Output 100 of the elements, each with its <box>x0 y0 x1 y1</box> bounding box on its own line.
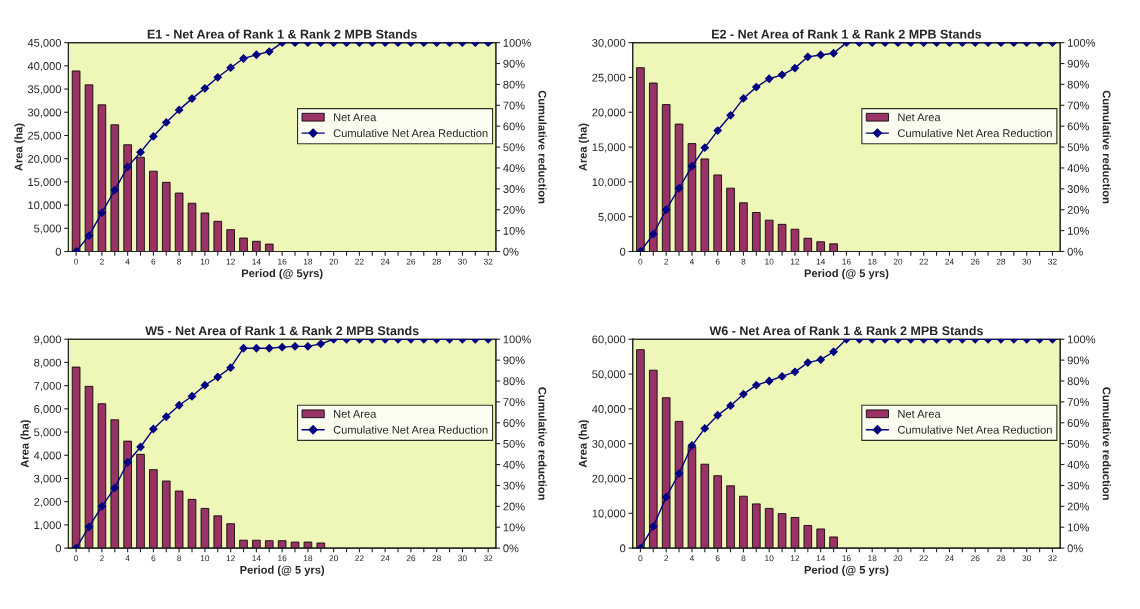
y2-tick-label: 0% <box>503 247 519 256</box>
bar <box>649 369 658 549</box>
y-tick-label: 60,000 <box>592 335 626 345</box>
bar <box>790 228 800 252</box>
bar <box>97 403 107 549</box>
point <box>162 118 171 127</box>
y2-tick-label: 30% <box>503 185 525 193</box>
point <box>97 208 107 217</box>
y2-tick-label: 60% <box>1067 419 1089 427</box>
y-axis-title: Area (ha) <box>20 420 31 468</box>
point <box>175 401 184 410</box>
bar <box>187 202 197 252</box>
point <box>239 54 248 63</box>
x-tick-label: 16 <box>278 555 287 562</box>
y2-tick-label: 10% <box>503 523 525 532</box>
point <box>726 401 735 410</box>
x-tick-label: 2 <box>99 555 104 562</box>
bar <box>713 174 722 252</box>
bar <box>200 507 210 549</box>
bar <box>752 212 761 252</box>
x-tick-label: 8 <box>741 258 746 265</box>
x-tick-label: 4 <box>125 258 130 265</box>
bar <box>303 541 313 549</box>
y2-tick-label: 30% <box>1067 481 1089 490</box>
y2-tick-label: 20% <box>503 502 525 511</box>
line-series <box>71 42 493 252</box>
y-tick-label: 40,000 <box>592 405 626 415</box>
point <box>175 105 184 115</box>
x-tick-label: 10 <box>200 555 210 562</box>
bar <box>187 498 197 549</box>
y2-tick-label: 60% <box>1067 122 1089 131</box>
x-tick-label: 28 <box>432 258 441 265</box>
x-tick-label: 0 <box>638 555 643 562</box>
y2-tick-label: 0% <box>503 544 519 553</box>
point <box>252 344 261 353</box>
x-tick-label: 26 <box>971 555 980 562</box>
bar <box>136 453 145 549</box>
bar <box>764 507 774 549</box>
y-tick-label: 15,000 <box>592 143 626 153</box>
x-tick-label: 4 <box>125 555 130 562</box>
y-tick-label: 25,000 <box>28 131 62 141</box>
x-tick-label: 18 <box>303 258 313 265</box>
point <box>290 342 300 351</box>
x-tick-label: 14 <box>816 555 826 562</box>
point <box>213 372 222 382</box>
y-axis-title: Area (ha) <box>578 123 589 171</box>
point <box>816 355 825 364</box>
legend-label: Cumulative Net Area Reduction <box>897 128 1052 138</box>
bar <box>213 515 223 549</box>
y-tick-label: 30,000 <box>592 439 626 450</box>
y-tick-label: 30,000 <box>592 38 626 49</box>
point <box>213 73 222 82</box>
y-tick-label: 2,000 <box>34 497 62 508</box>
line-series <box>71 339 493 549</box>
x-tick-label: 2 <box>664 258 669 265</box>
x-tick-label: 8 <box>741 555 746 562</box>
point <box>687 162 697 171</box>
point <box>97 502 107 511</box>
bar <box>661 104 671 252</box>
point <box>187 94 197 103</box>
point <box>713 411 722 420</box>
point <box>252 50 261 59</box>
bar <box>123 440 132 549</box>
y-axis-title: Area (ha) <box>578 420 589 468</box>
y-tick-label: 5,000 <box>34 428 62 438</box>
point <box>226 363 235 372</box>
point <box>816 50 825 60</box>
point <box>123 162 132 172</box>
y-tick-label: 9,000 <box>34 335 62 345</box>
bar <box>200 212 210 252</box>
point <box>752 82 761 92</box>
y2-tick-label: 90% <box>1067 59 1089 68</box>
y-tick-label: 25,000 <box>592 73 626 83</box>
point <box>829 347 838 356</box>
point <box>136 148 145 157</box>
y2-axis-title: Cumulative reduction <box>1102 90 1111 204</box>
x-tick-label: 28 <box>432 555 441 562</box>
point <box>84 231 94 240</box>
x-tick-label: 18 <box>868 555 877 562</box>
y-tick-label: 4,000 <box>33 451 62 461</box>
bar <box>226 523 235 549</box>
y-tick-label: 5,000 <box>34 224 62 234</box>
bar <box>649 82 658 252</box>
bar <box>149 170 158 252</box>
legend-label: Net Area <box>334 410 377 418</box>
y2-tick-label: 50% <box>503 439 525 448</box>
y2-tick-label: 40% <box>503 164 525 173</box>
x-tick-label: 22 <box>355 555 364 562</box>
chart-title: W6 - Net Area of Rank 1 & Rank 2 MPB Stands <box>709 326 983 336</box>
x-tick-label: 12 <box>226 258 235 265</box>
y-tick-label: 20,000 <box>28 154 62 165</box>
bar <box>661 397 671 549</box>
x-tick-label: 22 <box>355 258 364 265</box>
point <box>674 184 684 193</box>
x-tick-label: 8 <box>177 555 182 562</box>
y-tick-label: 0 <box>55 247 62 256</box>
chart-title: W5 - Net Area of Rank 1 & Rank 2 MPB Stands <box>145 326 419 336</box>
bar <box>700 463 710 549</box>
x-tick-label: 14 <box>252 555 261 562</box>
bar <box>777 223 787 252</box>
